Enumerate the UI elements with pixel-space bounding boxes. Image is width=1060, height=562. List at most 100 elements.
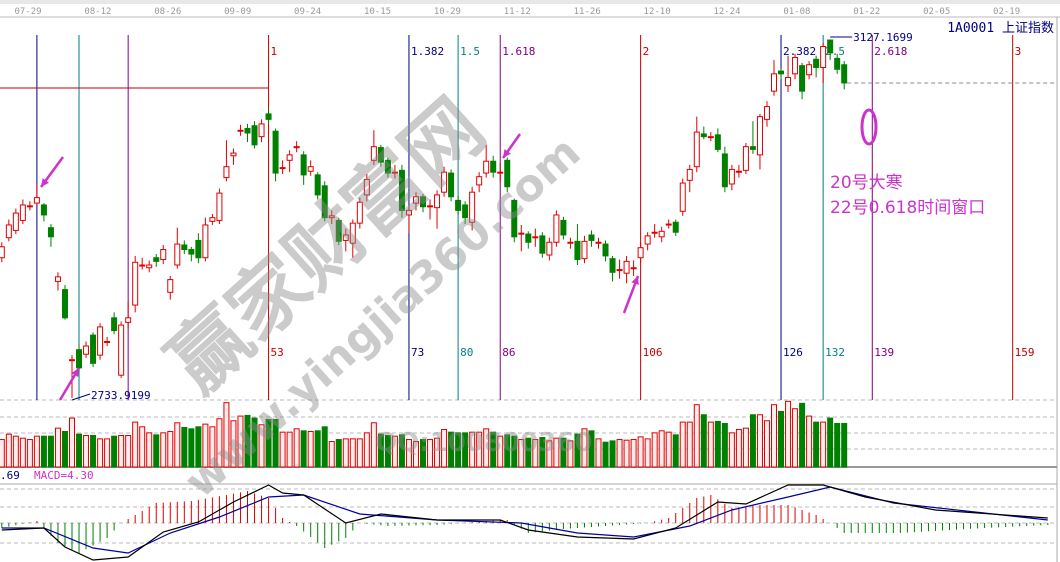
candle[interactable] — [12, 208, 19, 235]
candle[interactable] — [26, 201, 33, 211]
candle[interactable] — [806, 61, 813, 80]
candle[interactable] — [763, 101, 770, 127]
candle[interactable] — [216, 188, 223, 225]
candle[interactable] — [560, 216, 567, 240]
candle[interactable] — [820, 42, 827, 83]
candle[interactable] — [427, 199, 434, 220]
candle[interactable] — [778, 68, 785, 80]
candle[interactable] — [384, 157, 391, 178]
candle[interactable] — [483, 144, 490, 178]
candle[interactable] — [391, 164, 398, 179]
candle[interactable] — [370, 130, 377, 165]
candle[interactable] — [539, 232, 546, 258]
candle[interactable] — [518, 224, 525, 252]
candle[interactable] — [581, 235, 588, 264]
candle[interactable] — [651, 224, 658, 238]
candle[interactable] — [771, 60, 777, 96]
candle[interactable] — [188, 246, 195, 262]
candle[interactable] — [785, 55, 792, 93]
candle[interactable] — [462, 201, 469, 225]
candle[interactable] — [272, 128, 279, 182]
candle[interactable] — [118, 321, 125, 378]
candle[interactable] — [665, 219, 672, 229]
candle[interactable] — [19, 199, 26, 225]
candle[interactable] — [658, 226, 665, 243]
candle[interactable] — [321, 181, 328, 222]
candle[interactable] — [834, 53, 841, 74]
candle[interactable] — [265, 108, 272, 123]
candle[interactable] — [448, 169, 455, 202]
candle[interactable] — [497, 163, 504, 182]
candle[interactable] — [623, 255, 630, 284]
candle[interactable] — [307, 160, 314, 176]
candle[interactable] — [693, 116, 700, 173]
candle[interactable] — [728, 164, 735, 191]
candle[interactable] — [686, 164, 693, 193]
candle[interactable] — [244, 123, 251, 143]
candle[interactable] — [230, 148, 237, 165]
candle[interactable] — [146, 260, 153, 273]
candle[interactable] — [153, 254, 160, 267]
candle[interactable] — [237, 124, 244, 136]
candle[interactable] — [672, 219, 679, 236]
candle[interactable] — [841, 61, 848, 90]
candle[interactable] — [139, 257, 146, 270]
candle[interactable] — [714, 128, 721, 153]
candle[interactable] — [47, 224, 54, 247]
candle[interactable] — [349, 219, 356, 258]
candle[interactable] — [174, 227, 181, 269]
candle[interactable] — [434, 190, 441, 229]
candle[interactable] — [735, 164, 742, 178]
candle[interactable] — [504, 157, 511, 193]
candle[interactable] — [335, 217, 342, 245]
candlestick-series[interactable] — [0, 39, 848, 398]
candle[interactable] — [405, 205, 412, 234]
candle[interactable] — [490, 155, 497, 178]
candle[interactable] — [813, 55, 820, 78]
candle[interactable] — [125, 301, 132, 329]
candle[interactable] — [602, 240, 609, 262]
candle[interactable] — [342, 228, 349, 252]
candle[interactable] — [398, 164, 405, 218]
candle[interactable] — [707, 132, 714, 142]
candle[interactable] — [412, 192, 419, 211]
candle[interactable] — [630, 260, 637, 276]
candle[interactable] — [700, 126, 707, 140]
candle[interactable] — [251, 121, 258, 149]
candle[interactable] — [83, 341, 90, 358]
candle[interactable] — [511, 198, 518, 243]
candle[interactable] — [644, 232, 651, 251]
candle[interactable] — [553, 210, 560, 247]
candle[interactable] — [799, 62, 806, 100]
candle[interactable] — [792, 53, 799, 80]
candle[interactable] — [0, 242, 5, 263]
candle[interactable] — [293, 141, 300, 153]
candle[interactable] — [637, 242, 644, 264]
candle[interactable] — [223, 140, 230, 182]
candle[interactable] — [356, 197, 363, 229]
candle[interactable] — [546, 237, 553, 261]
candle[interactable] — [209, 214, 216, 225]
candle[interactable] — [441, 166, 448, 197]
candle[interactable] — [827, 39, 834, 61]
candle[interactable] — [469, 186, 476, 231]
candle[interactable] — [104, 336, 111, 347]
candle[interactable] — [420, 194, 426, 213]
candle[interactable] — [749, 121, 756, 154]
candle[interactable] — [363, 173, 370, 202]
candle[interactable] — [314, 172, 321, 200]
candle[interactable] — [567, 237, 574, 249]
candle[interactable] — [97, 323, 104, 360]
candle[interactable] — [111, 312, 118, 335]
candle[interactable] — [476, 172, 483, 193]
candle[interactable] — [574, 224, 581, 266]
candle[interactable] — [33, 184, 40, 206]
candle[interactable] — [756, 113, 763, 170]
candle[interactable] — [455, 195, 462, 215]
candle[interactable] — [525, 231, 532, 249]
candle[interactable] — [328, 210, 335, 225]
candle[interactable] — [377, 144, 384, 167]
candle[interactable] — [616, 259, 623, 279]
candle[interactable] — [54, 272, 61, 291]
